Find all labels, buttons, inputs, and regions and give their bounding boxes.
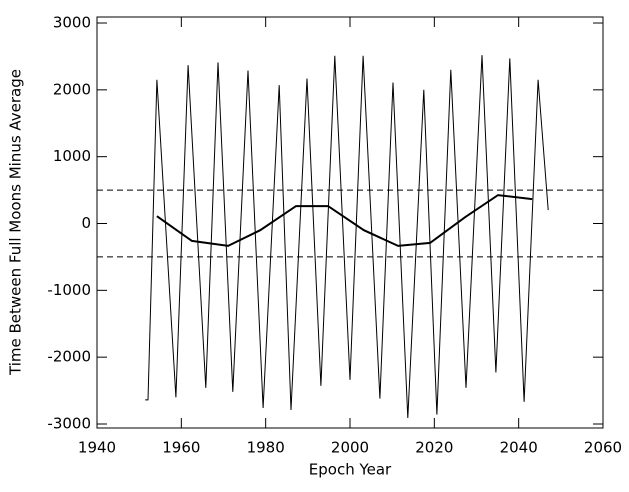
x-tick-label: 2040	[500, 439, 538, 457]
y-tick-label: 0	[81, 214, 91, 232]
y-tick-label: 3000	[53, 14, 91, 32]
y-tick-label: 1000	[53, 147, 91, 165]
y-tick-label: -2000	[47, 348, 91, 366]
y-tick-label: -3000	[47, 414, 91, 432]
y-axis-label: Time Between Full Moons Minus Average	[7, 69, 25, 376]
data-line	[145, 55, 549, 419]
x-tick-label: 2000	[331, 439, 369, 457]
x-tick-label: 1960	[162, 439, 200, 457]
x-axis-label: Epoch Year	[309, 461, 392, 479]
x-tick-label: 2060	[584, 439, 622, 457]
data-line	[156, 194, 533, 247]
plot-frame	[96, 16, 604, 429]
x-tick-label: 2020	[415, 439, 453, 457]
x-tick-label: 1940	[78, 439, 116, 457]
x-tick-label: 1980	[247, 439, 285, 457]
y-tick-label: 2000	[53, 80, 91, 98]
y-tick-label: -1000	[47, 281, 91, 299]
